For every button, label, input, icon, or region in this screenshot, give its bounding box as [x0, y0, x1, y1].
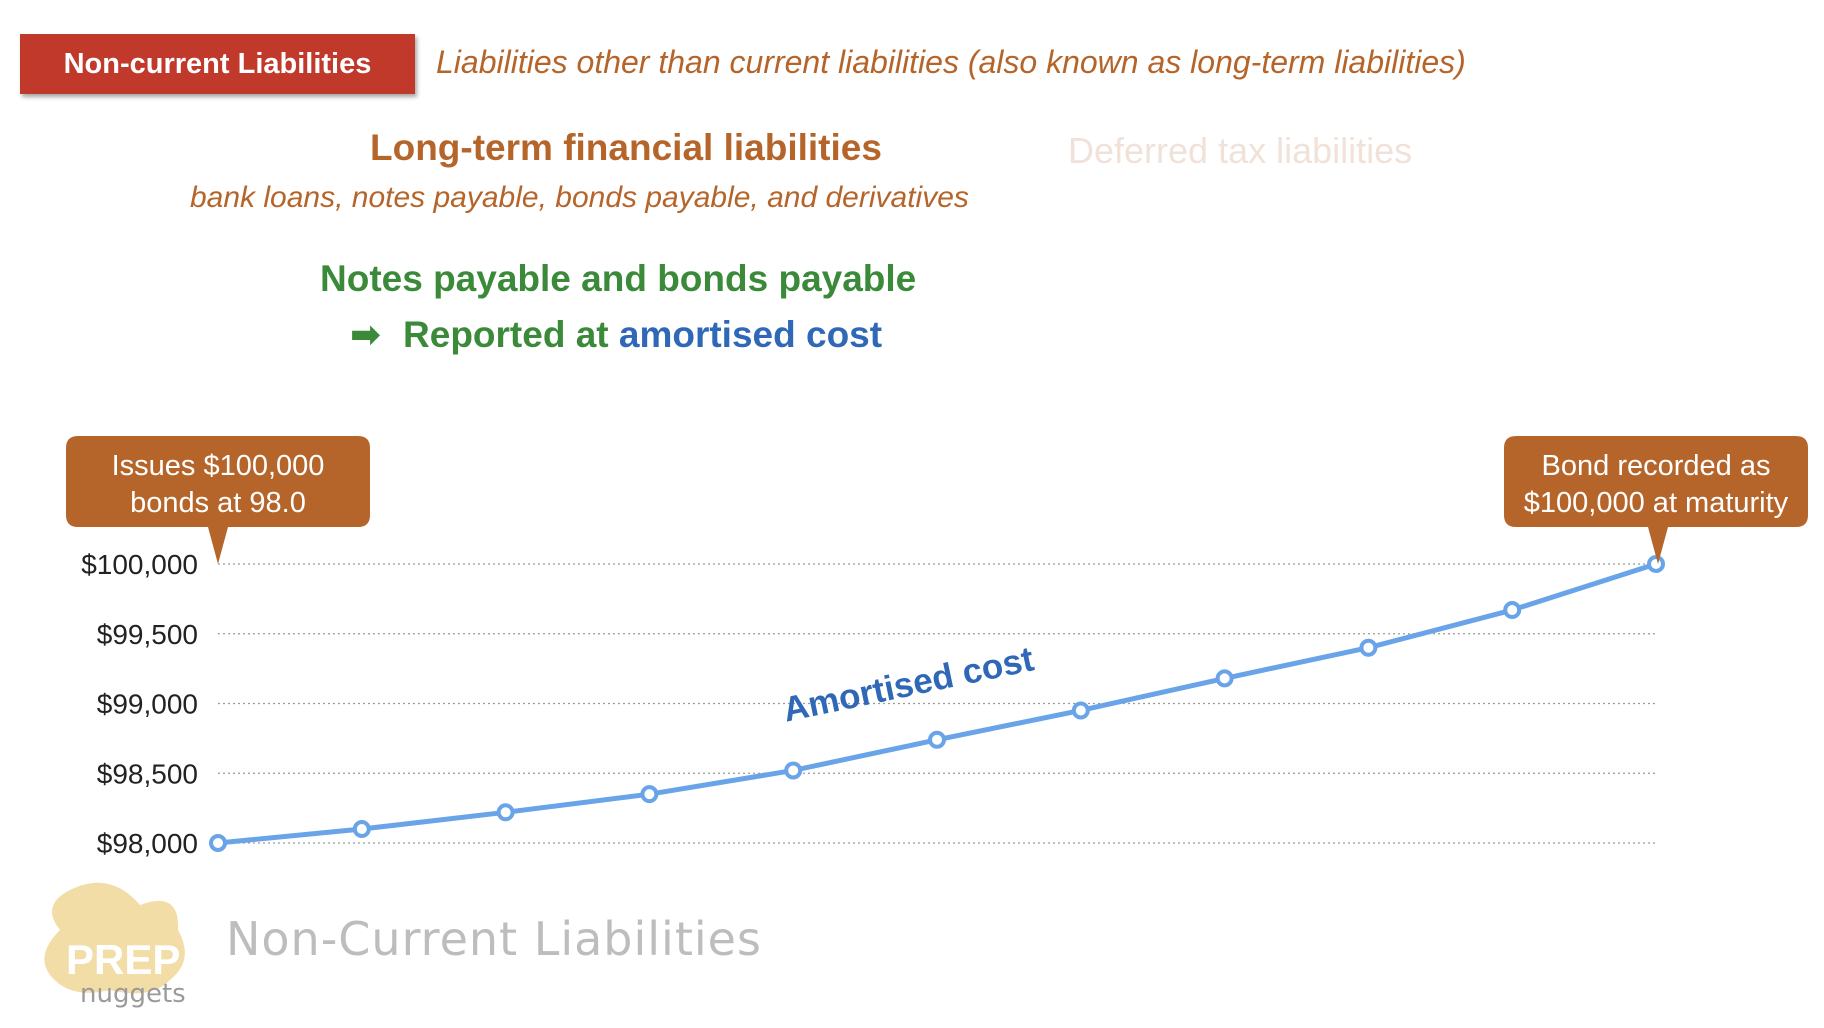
data-point [1359, 638, 1378, 657]
y-tick-label: $99,000 [97, 689, 198, 720]
notes-bonds-heading: Notes payable and bonds payable [320, 258, 917, 299]
issue-callout-line2: bonds at 98.0 [130, 487, 306, 519]
data-point [209, 834, 227, 852]
reported-emphasis: amortised cost [618, 314, 883, 355]
grid-lines [218, 563, 1656, 844]
right-arrow-icon: ➡ [350, 314, 382, 355]
y-axis-ticks: $98,000 $98,500 $99,000 $99,500 $100,000 [81, 549, 198, 859]
data-point [352, 820, 371, 839]
financial-liabilities-heading: Long-term financial liabilities [370, 127, 882, 168]
data-points [209, 555, 1665, 852]
data-point [784, 761, 803, 780]
reported-prefix: Reported at [403, 314, 609, 355]
y-tick-label: $99,500 [97, 619, 198, 650]
y-tick-label: $98,000 [97, 828, 198, 859]
data-point [1215, 669, 1234, 688]
issue-callout: Issues $100,000 bonds at 98.0 [66, 436, 370, 564]
prep-nuggets-logo: PREP nuggets [44, 882, 186, 1009]
logo-bottom-text: nuggets [80, 979, 186, 1009]
maturity-callout: Bond recorded as $100,000 at maturity [1504, 436, 1808, 564]
reported-at-line: ➡ Reported at amortised cost [350, 313, 882, 356]
logo-top-text: PREP [66, 936, 180, 983]
data-point [928, 730, 946, 749]
data-point [1071, 701, 1090, 720]
issue-callout-line1: Issues $100,000 [112, 450, 325, 482]
financial-liabilities-examples: bank loans, notes payable, bonds payable… [190, 181, 969, 214]
section-tag: Non-current Liabilities [20, 34, 415, 94]
data-point [640, 785, 659, 804]
data-point [1647, 555, 1665, 573]
watermark-title: Non-Current Liabilities [226, 912, 762, 966]
maturity-callout-line1: Bond recorded as [1542, 450, 1771, 482]
data-point [496, 803, 515, 822]
y-tick-label: $98,500 [97, 758, 198, 789]
series-label: Amortised cost [780, 639, 1038, 729]
maturity-callout-line2: $100,000 at maturity [1524, 487, 1789, 519]
data-point [1503, 601, 1522, 620]
definition-text: Liabilities other than current liabiliti… [436, 44, 1466, 80]
y-tick-label: $100,000 [81, 549, 198, 580]
deferred-tax-heading: Deferred tax liabilities [1068, 130, 1413, 171]
